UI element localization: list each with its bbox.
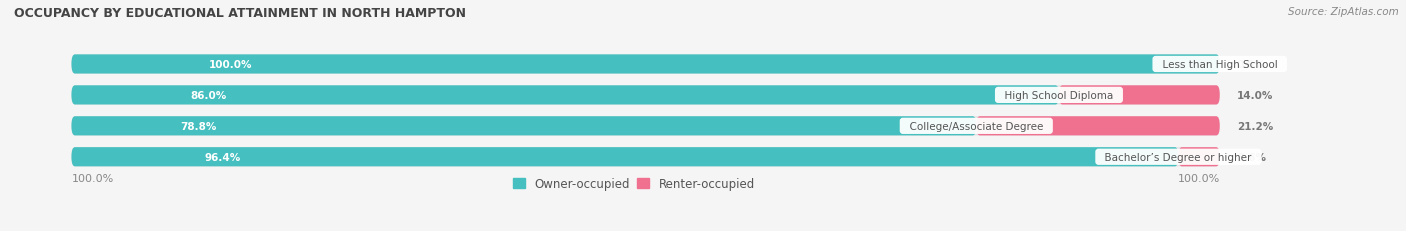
Text: 3.6%: 3.6% bbox=[1237, 152, 1265, 162]
Text: College/Associate Degree: College/Associate Degree bbox=[903, 121, 1050, 131]
Text: 21.2%: 21.2% bbox=[1237, 121, 1274, 131]
Text: 100.0%: 100.0% bbox=[72, 173, 114, 183]
FancyBboxPatch shape bbox=[72, 55, 1220, 74]
Text: 86.0%: 86.0% bbox=[190, 91, 226, 100]
FancyBboxPatch shape bbox=[72, 148, 1220, 167]
Text: Bachelor’s Degree or higher: Bachelor’s Degree or higher bbox=[1098, 152, 1258, 162]
Text: 100.0%: 100.0% bbox=[1177, 173, 1220, 183]
FancyBboxPatch shape bbox=[72, 86, 1220, 105]
Text: 78.8%: 78.8% bbox=[180, 121, 217, 131]
FancyBboxPatch shape bbox=[72, 148, 1178, 167]
Text: High School Diploma: High School Diploma bbox=[998, 91, 1119, 100]
Text: 14.0%: 14.0% bbox=[1237, 91, 1274, 100]
Text: 96.4%: 96.4% bbox=[204, 152, 240, 162]
FancyBboxPatch shape bbox=[72, 86, 1059, 105]
FancyBboxPatch shape bbox=[72, 55, 1220, 74]
Legend: Owner-occupied, Renter-occupied: Owner-occupied, Renter-occupied bbox=[509, 173, 759, 195]
Text: Less than High School: Less than High School bbox=[1156, 60, 1284, 70]
FancyBboxPatch shape bbox=[1059, 86, 1220, 105]
Text: Source: ZipAtlas.com: Source: ZipAtlas.com bbox=[1288, 7, 1399, 17]
Text: 0.0%: 0.0% bbox=[1237, 60, 1265, 70]
FancyBboxPatch shape bbox=[72, 117, 1220, 136]
FancyBboxPatch shape bbox=[72, 117, 976, 136]
FancyBboxPatch shape bbox=[1178, 148, 1220, 167]
FancyBboxPatch shape bbox=[976, 117, 1220, 136]
Text: 100.0%: 100.0% bbox=[209, 60, 253, 70]
Text: OCCUPANCY BY EDUCATIONAL ATTAINMENT IN NORTH HAMPTON: OCCUPANCY BY EDUCATIONAL ATTAINMENT IN N… bbox=[14, 7, 465, 20]
